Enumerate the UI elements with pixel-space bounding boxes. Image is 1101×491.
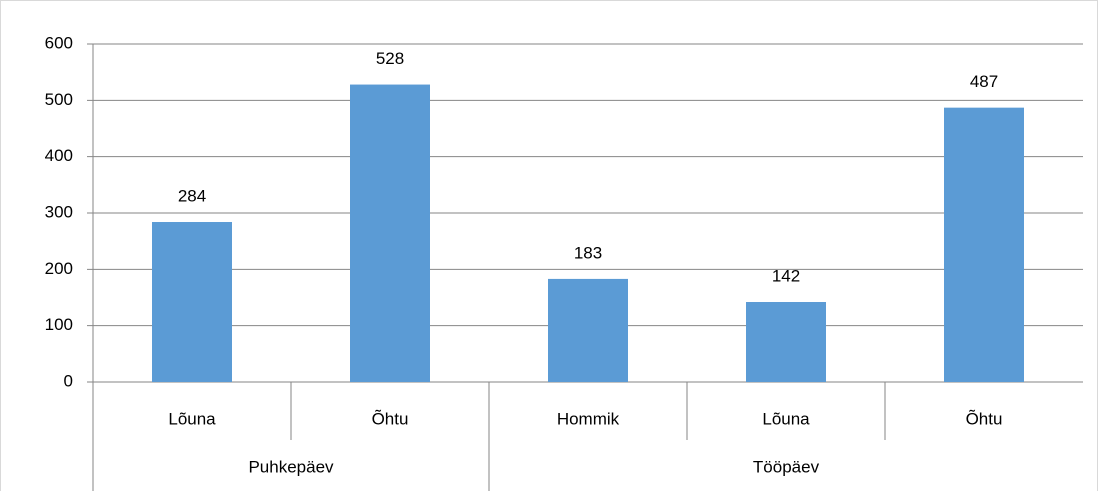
x-tick-label: Lõuna (762, 409, 810, 428)
data-label: 183 (574, 243, 602, 262)
y-tick-label: 200 (45, 259, 73, 278)
bar (944, 107, 1024, 382)
bar (746, 302, 826, 382)
bar (350, 84, 430, 382)
y-tick-label: 400 (45, 146, 73, 165)
bar (152, 222, 232, 382)
x-tick-label: Õhtu (966, 409, 1003, 428)
data-label: 528 (376, 49, 404, 68)
y-tick-label: 0 (64, 371, 73, 390)
y-tick-label: 500 (45, 90, 73, 109)
y-tick-label: 100 (45, 315, 73, 334)
x-tick-label: Hommik (557, 409, 620, 428)
group-label: Tööpäev (753, 457, 820, 476)
data-label: 142 (772, 266, 800, 285)
data-label: 284 (178, 186, 206, 205)
y-tick-label: 300 (45, 202, 73, 221)
group-label: Puhkepäev (248, 457, 334, 476)
x-tick-label: Lõuna (168, 409, 216, 428)
y-tick-label: 600 (45, 33, 73, 52)
x-tick-label: Õhtu (372, 409, 409, 428)
bar (548, 278, 628, 382)
data-label: 487 (970, 72, 998, 91)
